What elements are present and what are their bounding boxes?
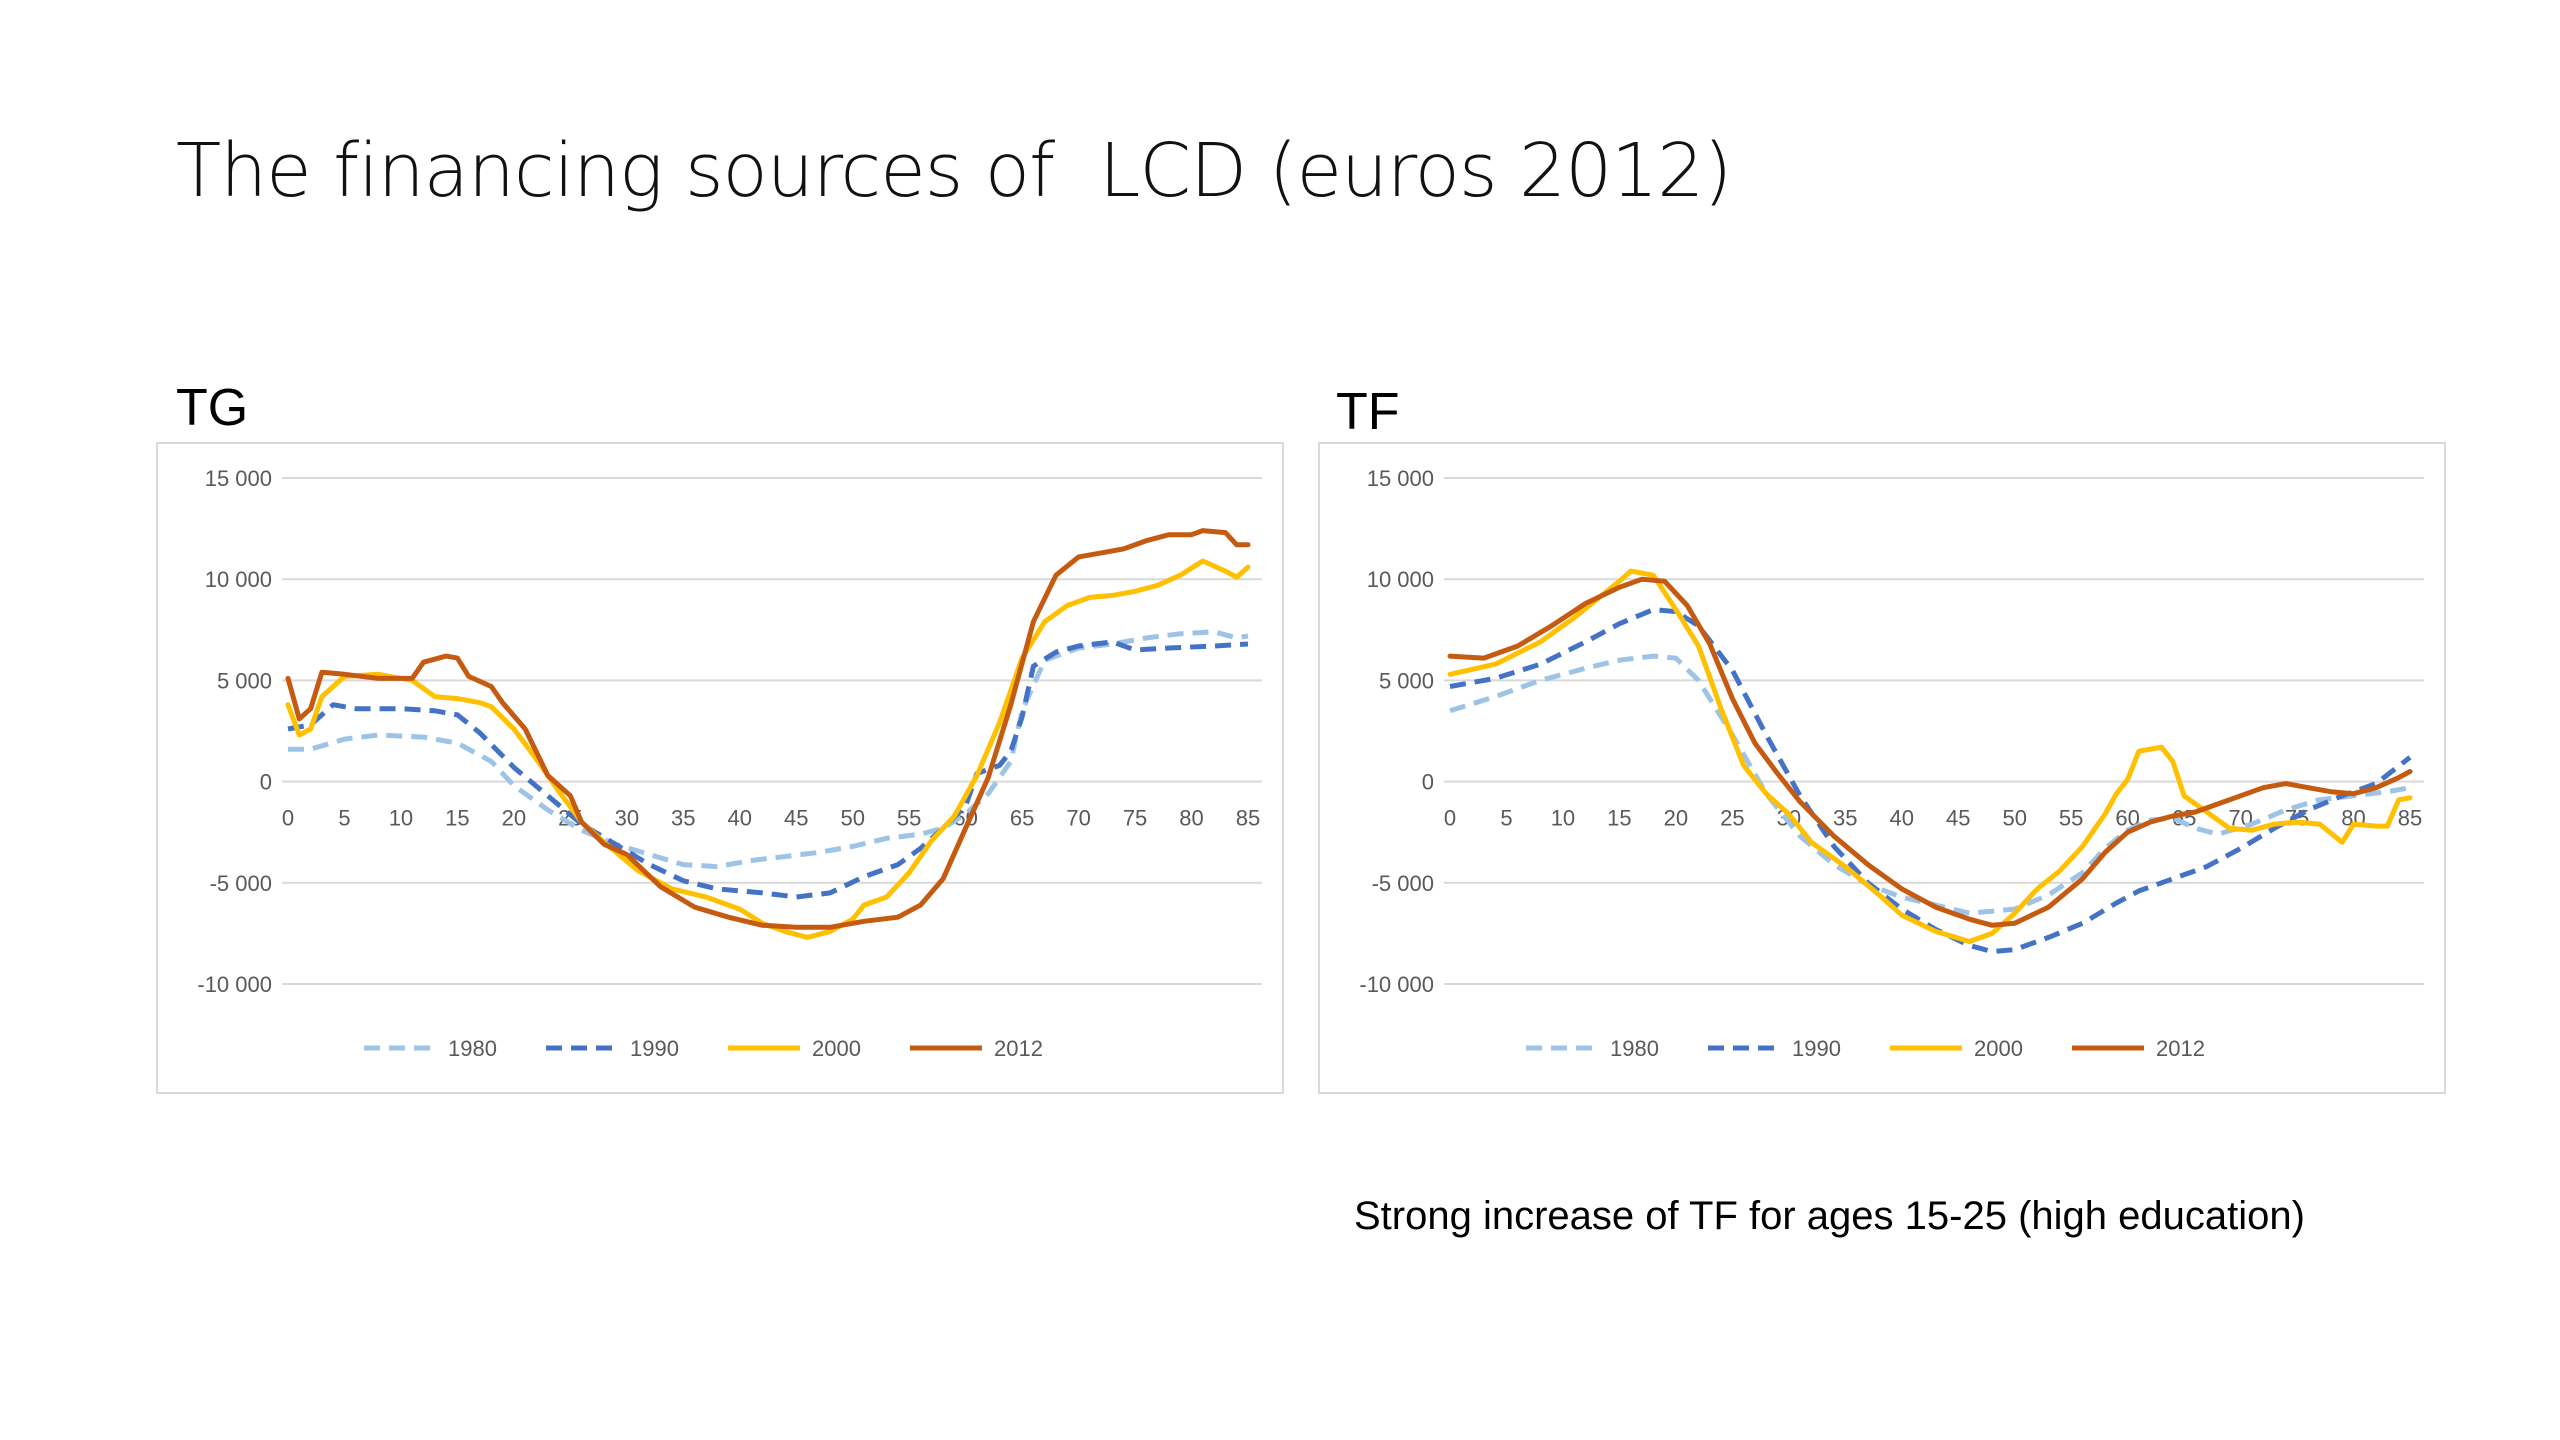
legend-label-1980: 1980 (1610, 1036, 1659, 1061)
slide-footnote: Strong increase of TF for ages 15-25 (hi… (1354, 1194, 2305, 1238)
x-tick-label: 55 (897, 806, 921, 831)
x-tick-label: 35 (1833, 806, 1857, 831)
tf-chart: 15 000 10 000 5 000 0 -5 000 -10 000 0 5 10 15 20 2… (1318, 442, 2446, 1094)
x-tick-label: 55 (2059, 806, 2083, 831)
x-tick-label: 0 (282, 806, 294, 831)
y-tick-label: 0 (260, 770, 272, 795)
x-tick-label: 50 (2002, 806, 2026, 831)
legend-label-1990: 1990 (630, 1036, 679, 1061)
x-tick-label: 25 (1720, 806, 1744, 831)
x-tick-label: 10 (1551, 806, 1575, 831)
x-tick-label: 20 (502, 806, 526, 831)
y-tick-label: 0 (1422, 770, 1434, 795)
legend-label-2000: 2000 (812, 1036, 861, 1061)
tf-chart-svg: 15 000 10 000 5 000 0 -5 000 -10 000 0 5 10 15 20 2… (1359, 466, 2424, 1061)
x-tick-label: 30 (615, 806, 639, 831)
x-tick-label: 40 (1890, 806, 1914, 831)
x-tick-label: 45 (1946, 806, 1970, 831)
x-tick-label: 85 (2398, 806, 2422, 831)
y-tick-label: 15 000 (1367, 466, 1434, 491)
series-line-1990 (1449, 607, 2412, 955)
x-tick-label: 80 (1179, 806, 1203, 831)
series-line-1980 (288, 629, 1249, 870)
y-tick-label: 5 000 (217, 668, 272, 693)
legend-label-2012: 2012 (2156, 1036, 2205, 1061)
series-line-2000 (285, 558, 1251, 940)
x-tick-label: 0 (1444, 806, 1456, 831)
x-tick-label: 35 (671, 806, 695, 831)
x-tick-label: 70 (1066, 806, 1090, 831)
x-tick-label: 85 (1236, 806, 1260, 831)
series-line-2000 (1447, 568, 2413, 944)
series-line-2012 (1447, 576, 2413, 928)
legend-label-1980: 1980 (448, 1036, 497, 1061)
x-tick-label: 65 (1010, 806, 1034, 831)
tg-chart: 15 000 10 000 5 000 0 -5 000 -10 000 0 5 10 15 20 2… (156, 442, 1284, 1094)
x-tick-label: 50 (840, 806, 864, 831)
x-tick-label: 10 (389, 806, 413, 831)
legend-label-2000: 2000 (1974, 1036, 2023, 1061)
y-tick-label: 10 000 (1367, 567, 1434, 592)
y-tick-label: 15 000 (205, 466, 272, 491)
slide-title: The financing sources of LCD (euros 2012… (176, 128, 1732, 214)
x-tick-label: 15 (445, 806, 469, 831)
x-tick-label: 5 (338, 806, 350, 831)
x-tick-label: 20 (1664, 806, 1688, 831)
y-tick-label: -5 000 (210, 871, 272, 896)
x-tick-label: 40 (728, 806, 752, 831)
tg-chart-svg: 15 000 10 000 5 000 0 -5 000 -10 000 0 5 10 15 20 2… (197, 466, 1262, 1061)
x-tick-label: 15 (1607, 806, 1631, 831)
legend-label-2012: 2012 (994, 1036, 1043, 1061)
series-line-1990 (287, 639, 1249, 900)
x-tick-label: 75 (1123, 806, 1147, 831)
series-line-2012 (285, 528, 1251, 930)
legend-label-1990: 1990 (1792, 1036, 1841, 1061)
y-tick-label: 5 000 (1379, 668, 1434, 693)
tf-panel-label: TF (1336, 383, 1400, 441)
x-tick-label: 45 (784, 806, 808, 831)
series-line-1980 (1449, 653, 2411, 916)
y-tick-label: 10 000 (205, 567, 272, 592)
y-tick-label: -10 000 (197, 972, 272, 997)
tg-panel-label: TG (176, 379, 249, 437)
y-tick-label: -10 000 (1359, 972, 1434, 997)
x-tick-label: 5 (1500, 806, 1512, 831)
y-tick-label: -5 000 (1372, 871, 1434, 896)
